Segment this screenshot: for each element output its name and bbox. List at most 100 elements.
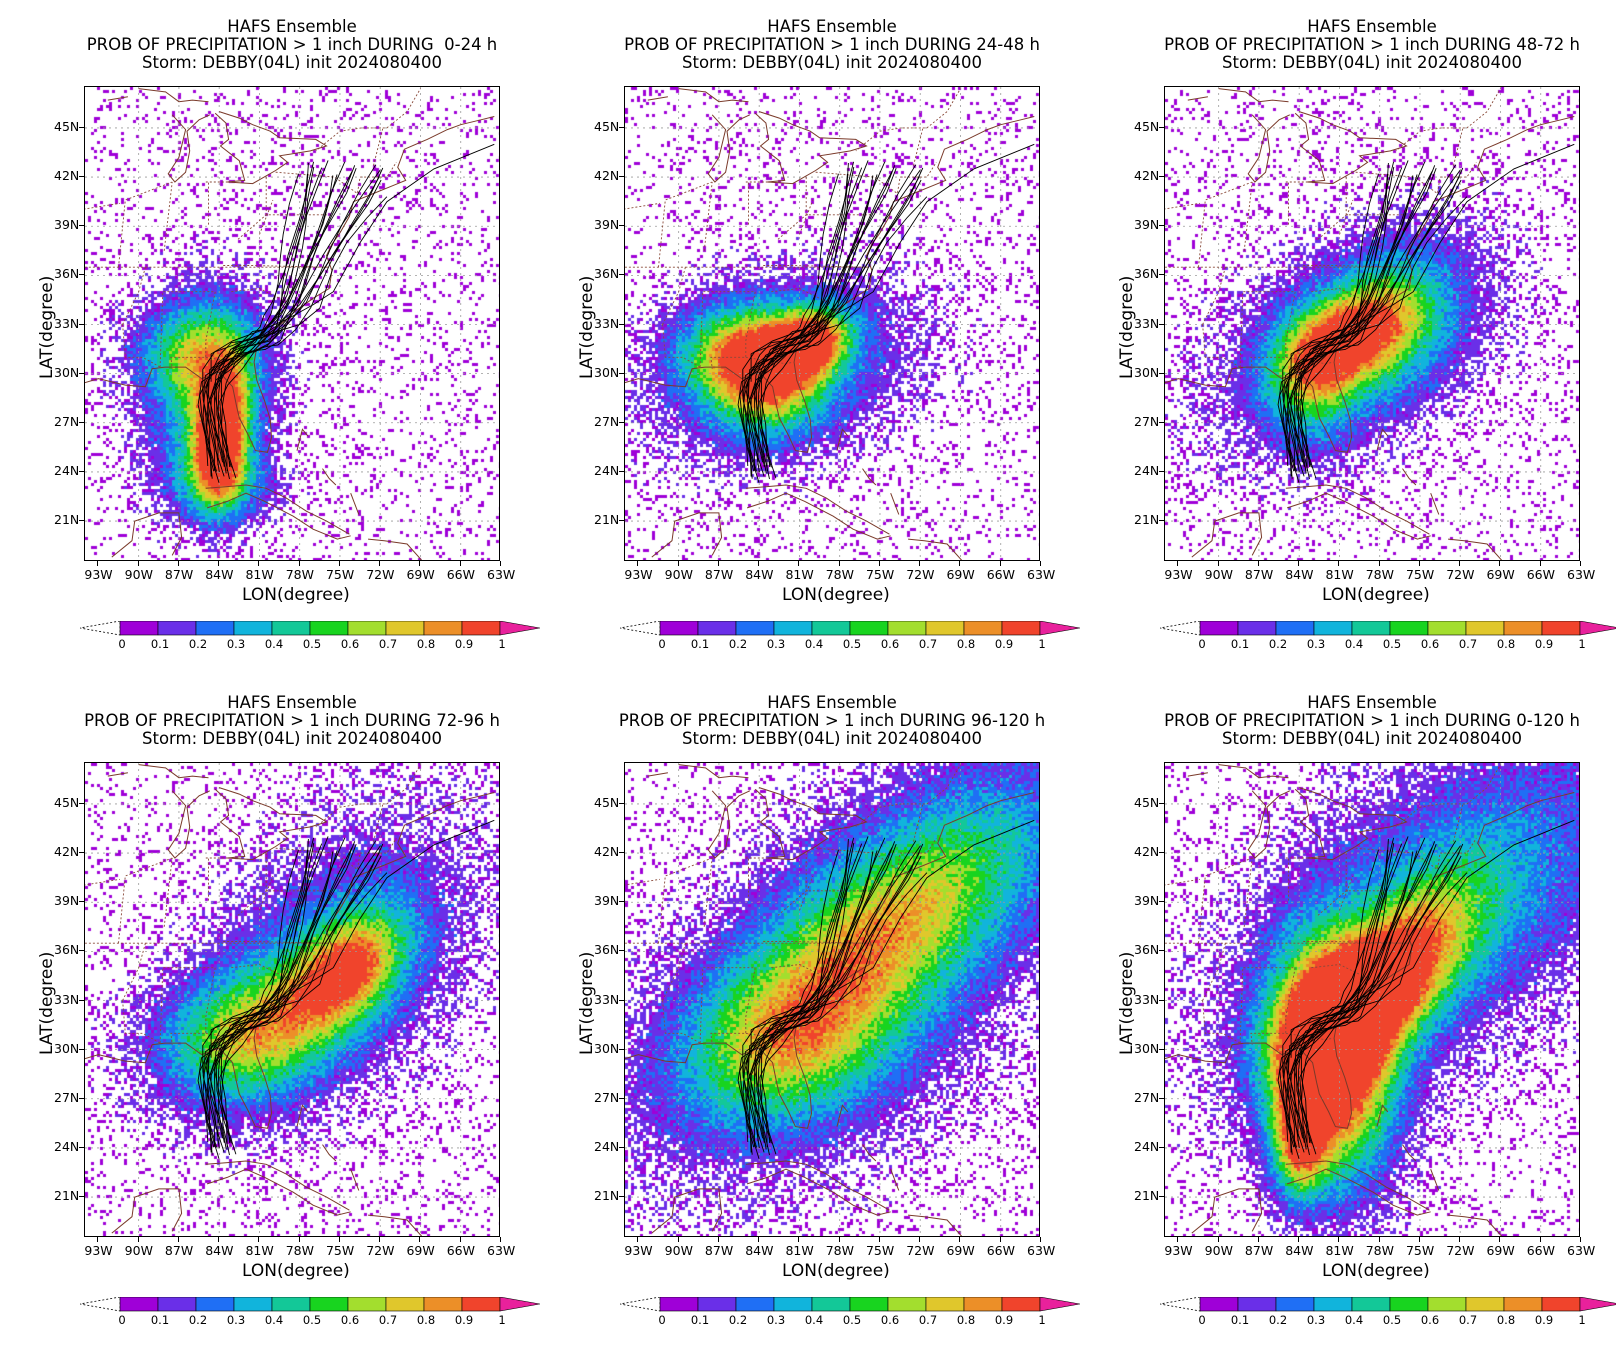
lat-tick-mark (1159, 1048, 1164, 1050)
colorbar-swatch (659, 1297, 699, 1312)
colorbar-tick-label: 0.6 (1420, 637, 1440, 651)
state-border (1317, 214, 1411, 240)
state-border (163, 857, 173, 927)
lat-tick-label: 24N (594, 462, 620, 478)
lon-tick-label: 69W (406, 567, 435, 582)
lon-tick-mark (97, 561, 99, 566)
state-border (1395, 127, 1442, 152)
lat-tick-label: 24N (1134, 462, 1160, 478)
ensemble-track (207, 837, 346, 1142)
lon-tick-mark (637, 561, 639, 566)
lat-tick-mark (79, 950, 84, 952)
colorbar-swatch (119, 1297, 159, 1312)
ensemble-track (210, 173, 308, 477)
lon-tick-mark (1177, 1237, 1179, 1242)
lat-tick-label: 33N (1134, 991, 1160, 1007)
map-overlay (1165, 87, 1579, 560)
colorbar-tick-label: 0 (658, 1313, 666, 1327)
lon-tick-mark (338, 1237, 340, 1242)
lon-tick-mark (1539, 1237, 1541, 1242)
ensemble-track (1300, 842, 1395, 1148)
coastline (754, 111, 868, 185)
lat-tick-label: 42N (594, 168, 620, 184)
lon-tick-label: 72W (1446, 567, 1475, 582)
map-overlay (85, 763, 499, 1236)
state-border (231, 964, 287, 979)
ensemble-track (207, 161, 346, 466)
state-border (1442, 764, 1501, 805)
panel-title-period: PROB OF PRECIPITATION > 1 inch DURING 0-… (1164, 711, 1580, 730)
y-axis-title: LAT(degree) (577, 275, 597, 379)
ensemble-track (750, 849, 848, 1153)
lon-tick-label: 81W (245, 567, 274, 582)
colorbar-swatch (1199, 1297, 1239, 1312)
state-border (163, 181, 173, 251)
ensemble-track (1287, 161, 1426, 466)
state-border (662, 943, 686, 1001)
state-border (237, 214, 331, 240)
y-axis-title: LAT(degree) (1117, 275, 1137, 379)
lon-tick-label: 93W (84, 567, 113, 582)
map-frame (84, 86, 500, 561)
state-border (763, 265, 868, 268)
lon-tick-label: 72W (906, 1243, 935, 1258)
lon-tick-label: 66W (986, 1243, 1015, 1258)
lat-tick-label: 24N (54, 462, 80, 478)
lon-tick-mark (177, 561, 179, 566)
lat-tick-label: 42N (1134, 844, 1160, 860)
map-overlay (85, 87, 499, 560)
ensemble-track (217, 162, 309, 467)
coastline (107, 772, 128, 777)
colorbar-swatch (309, 1297, 349, 1312)
probability-field (625, 87, 1039, 560)
lon-tick-mark (878, 561, 880, 566)
y-axis-title: LAT(degree) (1117, 951, 1137, 1055)
colorbar (620, 1297, 1080, 1312)
lat-tick-mark (619, 274, 624, 276)
lat-tick-mark (1159, 1097, 1164, 1099)
colorbar-swatch (157, 621, 197, 636)
coastline (678, 88, 749, 103)
colorbar-tick-label: 0.1 (690, 1313, 710, 1327)
colorbar-swatch (1351, 1297, 1391, 1312)
colorbar-swatch (385, 1297, 425, 1312)
colorbar-tick-label: 0.5 (302, 637, 322, 651)
coastline (1187, 96, 1208, 101)
ensemble-track (221, 851, 334, 1156)
state-border (1355, 847, 1441, 871)
lat-tick-label: 21N (1134, 1188, 1160, 1204)
lat-tick-mark (1159, 802, 1164, 804)
lon-tick-label: 75W (1405, 1243, 1435, 1258)
colorbar-swatch (309, 621, 349, 636)
lat-tick-mark (619, 999, 624, 1001)
colorbar-swatch (423, 621, 463, 636)
colorbar-tick-label: 0.2 (188, 637, 208, 651)
ensemble-tracks (197, 143, 495, 483)
lon-tick-mark (758, 1237, 760, 1242)
colorbar-swatch (1465, 621, 1505, 636)
state-border (1395, 803, 1442, 828)
lon-tick-label: 75W (325, 567, 355, 582)
lon-tick-label: 84W (745, 1243, 774, 1258)
colorbar-swatch (773, 621, 813, 636)
gridlines (625, 763, 1039, 1236)
lon-tick-label: 78W (825, 1243, 854, 1258)
coastline (678, 764, 749, 779)
colorbar-over-triangle (1039, 1297, 1080, 1312)
lon-tick-mark (919, 561, 921, 566)
state-border (913, 803, 924, 842)
colorbar (80, 621, 540, 636)
lon-tick-label: 81W (245, 1243, 274, 1258)
state-border (1202, 324, 1241, 368)
state-borders (1165, 764, 1501, 1045)
ensemble-track (772, 872, 928, 1026)
state-border (223, 941, 328, 944)
coastline (214, 111, 328, 185)
colorbar-under-triangle (1160, 1297, 1201, 1312)
colorbar-tick-label: 0 (1198, 1313, 1206, 1327)
lon-tick-mark (1298, 1237, 1300, 1242)
gridlines (1165, 763, 1579, 1236)
lon-tick-mark (999, 1237, 1001, 1242)
ensemble-track (1290, 849, 1388, 1153)
map-overlay (625, 763, 1039, 1236)
